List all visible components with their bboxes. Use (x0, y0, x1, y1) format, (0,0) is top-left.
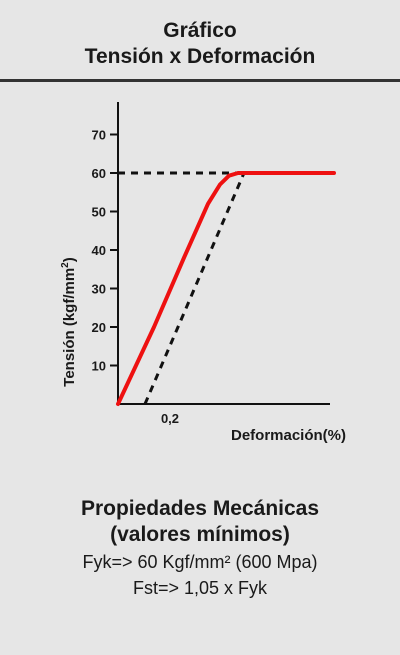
chart-svg: Tensión (kgf/mm2) Deformación(%) 10 20 30 4… (0, 82, 400, 462)
title-line-2: Tensión x Deformación (0, 45, 400, 69)
title-line-1: Gráfico (0, 19, 400, 43)
y-axis-label-main: Tensión (kgf/mm (61, 268, 78, 387)
y-axis-label-tail: ) (61, 257, 78, 262)
y-tick-label: 70 (92, 128, 106, 143)
y-tick-label: 10 (92, 359, 106, 374)
y-tick-label: 30 (92, 282, 106, 297)
properties-heading: Propiedades Mecánicas (0, 496, 400, 522)
stress-strain-chart: Tensión (kgf/mm2) Deformación(%) 10 20 30 4… (0, 82, 400, 462)
y-tick-label: 20 (92, 320, 106, 335)
y-tick-label: 40 (92, 243, 106, 258)
series-line-dashed (145, 173, 244, 404)
y-tick-label: 60 (92, 166, 106, 181)
header: Gráfico Tensión x Deformación (0, 0, 400, 80)
mechanical-properties: Propiedades Mecánicas (valores mínimos) … (0, 496, 400, 600)
fst-value: Fst=> 1,05 x Fyk (0, 576, 400, 600)
x-axis-label: Deformación(%) (231, 427, 346, 444)
x-tick-label: 0,2 (161, 411, 179, 426)
y-axis-label: Tensión (kgf/mm2) (60, 257, 78, 386)
properties-subheading: (valores mínimos) (0, 522, 400, 548)
fyk-value: Fyk=> 60 Kgf/mm² (600 Mpa) (0, 550, 400, 574)
series-line-stress-strain (118, 173, 334, 404)
svg-text:Tensión (kgf/mm2): Tensión (kgf/mm2) (60, 257, 78, 386)
y-tick-label: 50 (92, 205, 106, 220)
